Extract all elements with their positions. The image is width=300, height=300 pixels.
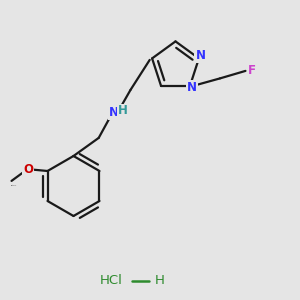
Text: F: F	[248, 64, 256, 77]
Text: methoxy: methoxy	[11, 181, 18, 182]
Text: HCl: HCl	[100, 274, 123, 287]
Text: methoxy: methoxy	[4, 183, 10, 184]
Text: N: N	[109, 106, 119, 119]
Text: H: H	[154, 274, 164, 287]
Text: N: N	[195, 50, 206, 62]
Text: H: H	[118, 104, 128, 117]
Text: N: N	[188, 81, 197, 94]
Text: O: O	[23, 163, 33, 176]
Text: methoxy: methoxy	[11, 185, 17, 186]
